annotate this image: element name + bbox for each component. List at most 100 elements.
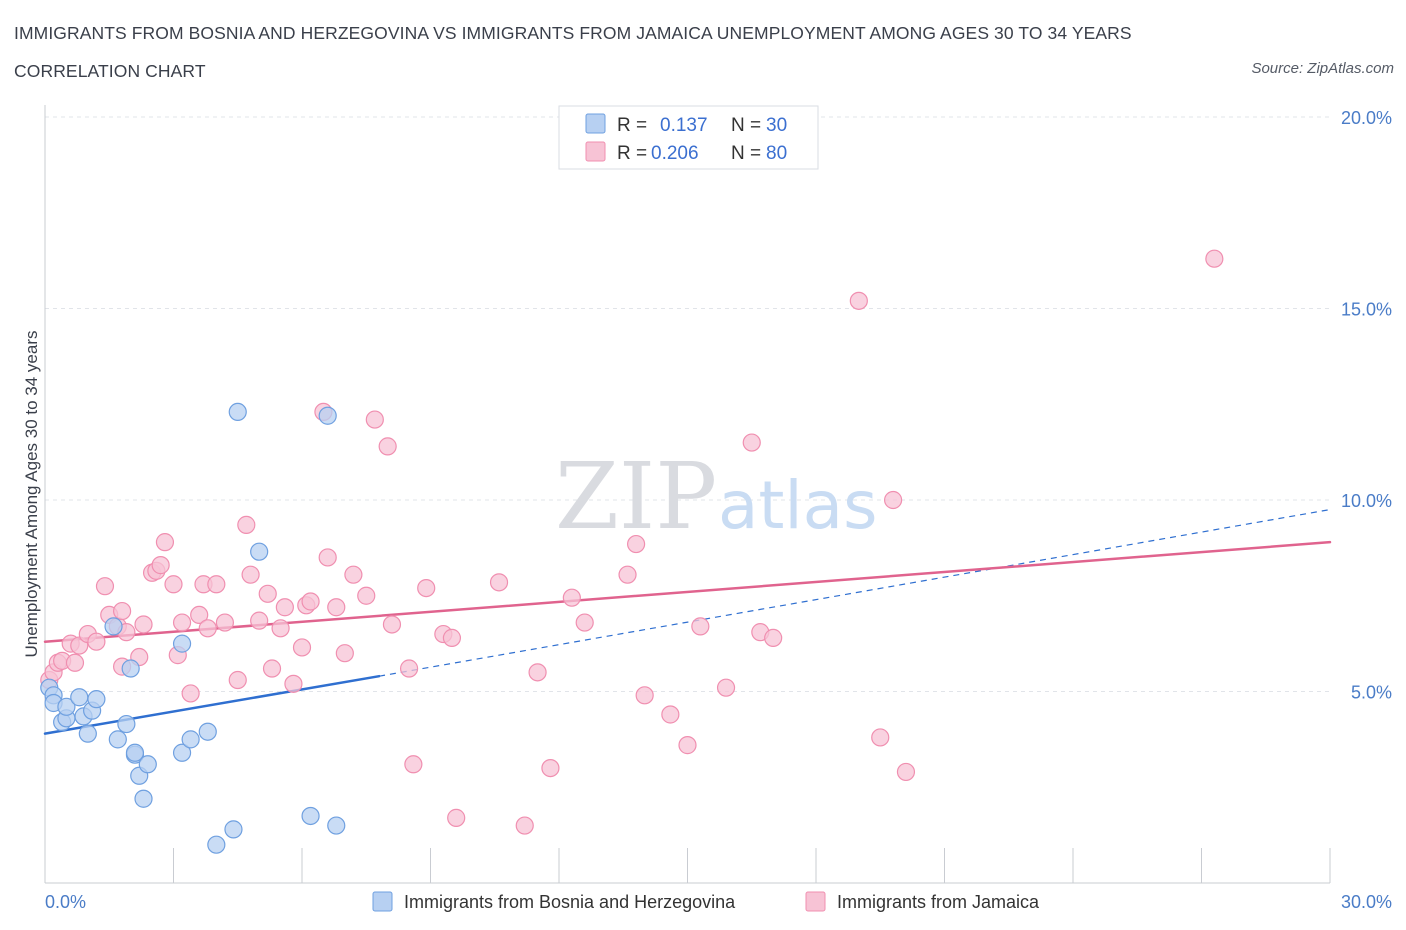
point-s1-67 [678,736,697,755]
x-tick-label-0: 0.0% [45,892,86,912]
bottom-legend-label-bosnia: Immigrants from Bosnia and Herzegovina [404,892,736,912]
point-s1-57 [489,573,509,592]
point-s0-25 [224,820,243,839]
point-s1-66 [661,705,680,724]
point-s1-46 [344,565,363,584]
legend-r-label-jamaica: R = [617,143,647,164]
legend-swatch-jamaica [585,141,606,162]
point-s1-47 [357,586,376,605]
point-s1-72 [764,628,783,647]
point-s1-76 [896,762,916,782]
point-s1-8 [87,632,106,651]
trend-line-extension-0 [378,508,1331,677]
point-s0-28 [301,806,320,826]
point-s1-58 [515,816,534,835]
point-s0-24 [207,835,226,854]
point-s0-27 [250,542,269,561]
y-tick-label-1: 10.0% [1341,491,1392,511]
point-s1-45 [335,644,354,663]
point-s0-5 [57,697,76,716]
point-s1-36 [271,619,290,638]
point-s1-68 [691,617,710,636]
point-s1-56 [447,808,466,827]
axes [44,105,1331,884]
legend-r-value-jamaica: 0.206 [651,143,699,164]
watermark-zip: ZIP [555,443,717,550]
point-s0-22 [181,730,200,749]
point-s1-30 [228,670,247,690]
point-s1-44 [327,598,346,617]
point-s1-65 [635,686,654,705]
point-s1-43 [318,548,337,567]
point-s1-51 [399,659,419,678]
point-s1-73 [849,291,868,310]
point-s1-52 [404,755,423,774]
bottom-legend-label-jamaica: Immigrants from Jamaica [837,892,1040,912]
point-s1-13 [112,601,132,621]
point-s0-12 [108,730,127,749]
watermark: ZIP atlas [555,443,878,550]
point-s1-69 [716,678,736,697]
point-s1-53 [417,578,436,598]
point-s0-18 [134,789,153,808]
point-s1-62 [575,613,594,632]
point-s1-24 [181,684,200,703]
trend-line-1 [43,540,1332,643]
point-s0-13 [117,714,136,734]
point-s0-29 [318,406,337,425]
point-s1-28 [207,575,226,594]
point-s1-16 [134,615,153,634]
y-tick-label-2: 15.0% [1341,300,1392,320]
legend-n-label-jamaica: N = [731,143,761,164]
bottom-legend: Immigrants from Bosnia and Herzegovina I… [372,891,1040,912]
y-tick-label-3: 20.0% [1341,108,1392,128]
y-axis-title: Unemployment Among Ages 30 to 34 years [22,331,41,658]
point-s0-21 [172,634,192,653]
point-s1-33 [250,611,269,630]
point-s1-19 [151,556,170,575]
point-s1-31 [237,515,256,534]
point-s0-6 [70,688,89,707]
legend-n-label-bosnia: N = [731,115,761,136]
chart-source: Source: ZipAtlas.com [1251,60,1394,77]
legend-r-value-bosnia: 0.137 [660,115,708,136]
y-tick-label-0: 5.0% [1351,683,1392,703]
point-s1-21 [164,575,183,594]
point-s1-5 [65,653,85,672]
point-s0-11 [104,617,123,636]
bottom-legend-swatch-jamaica [805,891,826,912]
point-s0-20 [172,743,192,762]
point-s1-29 [215,613,234,632]
bottom-legend-swatch-bosnia [372,891,393,912]
legend-r-label-bosnia: R = [617,115,647,136]
point-s0-14 [121,659,140,678]
legend-swatch-bosnia [585,113,606,134]
data-points [40,249,1224,854]
point-s0-26 [228,402,247,422]
legend-n-value-bosnia: 30 [766,115,787,136]
point-s1-60 [541,758,560,778]
point-s0-19 [138,755,157,774]
point-s0-16 [125,743,145,762]
point-s1-49 [378,437,397,456]
point-s1-50 [382,615,402,634]
point-s1-61 [562,588,581,607]
watermark-atlas: atlas [718,467,878,544]
point-s1-38 [284,674,303,693]
point-s1-23 [172,613,192,632]
point-s0-30 [327,816,346,835]
legend-n-value-jamaica: 80 [766,143,787,164]
point-s1-27 [198,619,217,638]
point-s1-39 [292,638,312,657]
point-s0-10 [87,690,106,709]
point-s1-34 [258,584,277,603]
point-s1-75 [883,490,903,510]
point-s1-9 [95,577,115,596]
point-s1-25 [190,605,209,625]
point-s1-41 [301,592,320,611]
point-s1-63 [618,565,637,584]
point-s1-77 [1205,249,1224,268]
x-tick-label-1: 30.0% [1341,892,1392,912]
point-s1-64 [626,534,646,554]
